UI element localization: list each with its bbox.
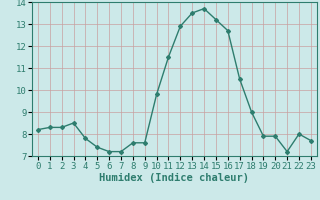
X-axis label: Humidex (Indice chaleur): Humidex (Indice chaleur) xyxy=(100,173,249,183)
